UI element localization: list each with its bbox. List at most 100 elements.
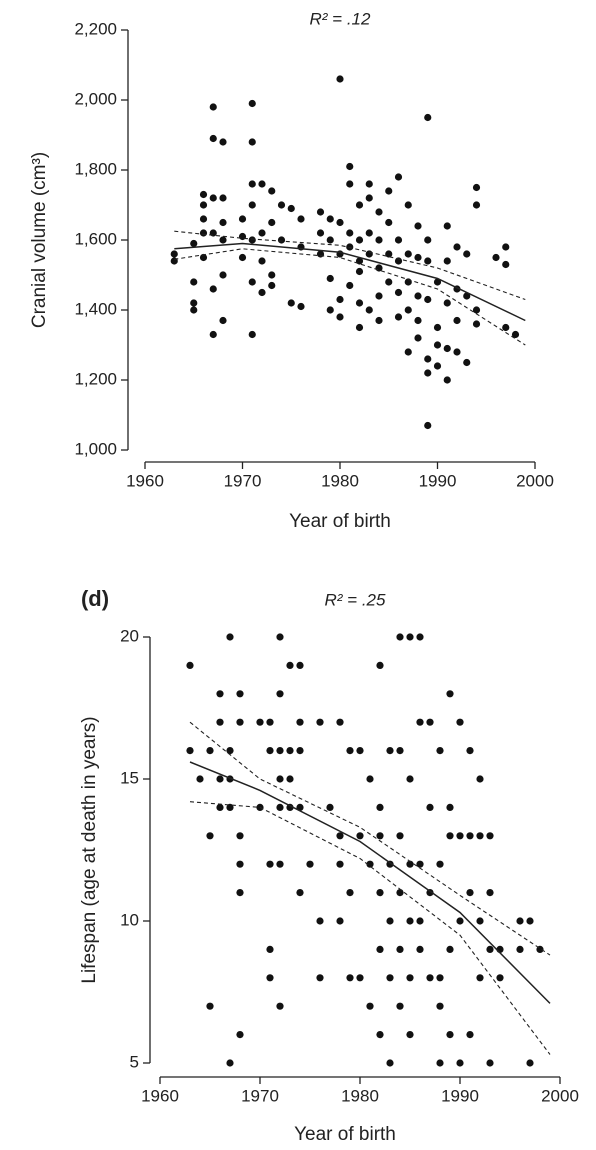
point bbox=[316, 917, 324, 925]
point bbox=[526, 917, 534, 925]
point bbox=[386, 1059, 394, 1067]
point bbox=[238, 253, 247, 262]
point bbox=[236, 889, 244, 897]
point bbox=[456, 832, 464, 840]
point bbox=[466, 747, 474, 755]
point bbox=[226, 747, 234, 755]
chart-title: R² = .25 bbox=[325, 590, 386, 609]
point bbox=[376, 889, 384, 897]
point bbox=[336, 917, 344, 925]
point bbox=[219, 316, 227, 325]
point bbox=[446, 1031, 454, 1039]
point bbox=[276, 690, 284, 698]
chart-title: R² = .12 bbox=[310, 9, 371, 28]
point bbox=[316, 229, 325, 237]
point bbox=[306, 860, 314, 868]
x-axis-label: Year of birth bbox=[289, 511, 391, 532]
point bbox=[199, 229, 208, 237]
panel-label: (d) bbox=[81, 586, 109, 611]
point bbox=[209, 330, 217, 339]
point bbox=[276, 860, 284, 868]
point bbox=[276, 1002, 284, 1010]
point bbox=[375, 292, 383, 300]
point bbox=[453, 316, 461, 325]
point bbox=[376, 945, 384, 954]
point bbox=[376, 803, 384, 812]
point bbox=[209, 103, 217, 111]
y-tick-label: 2,200 bbox=[74, 19, 117, 38]
y-tick-label: 1,200 bbox=[74, 369, 117, 388]
point bbox=[436, 860, 444, 868]
point bbox=[406, 974, 414, 982]
point bbox=[336, 313, 344, 321]
point bbox=[248, 180, 256, 188]
point bbox=[186, 747, 194, 755]
point bbox=[472, 183, 481, 192]
point bbox=[258, 180, 266, 188]
point bbox=[258, 229, 266, 237]
point bbox=[356, 974, 364, 982]
point bbox=[404, 250, 412, 258]
point bbox=[376, 832, 384, 840]
point bbox=[453, 348, 461, 356]
point bbox=[375, 208, 383, 216]
y-tick-label: 1,800 bbox=[74, 159, 117, 178]
point bbox=[416, 860, 424, 868]
y-tick-label: 1,600 bbox=[74, 229, 117, 248]
point bbox=[376, 661, 384, 670]
point bbox=[276, 775, 284, 783]
x-tick-label: 2000 bbox=[516, 471, 554, 490]
point bbox=[443, 257, 451, 265]
point bbox=[486, 832, 494, 840]
point bbox=[453, 243, 461, 251]
point bbox=[355, 299, 364, 307]
point bbox=[219, 138, 227, 146]
point bbox=[276, 633, 284, 641]
point bbox=[216, 803, 224, 812]
point bbox=[446, 690, 454, 698]
point bbox=[199, 253, 208, 262]
point bbox=[436, 974, 444, 982]
point bbox=[502, 323, 510, 332]
point bbox=[476, 775, 484, 783]
point bbox=[216, 690, 224, 698]
point bbox=[433, 323, 442, 332]
point bbox=[336, 75, 344, 83]
point bbox=[446, 832, 454, 840]
y-tick-label: 5 bbox=[130, 1052, 139, 1071]
point bbox=[396, 1002, 404, 1010]
point bbox=[226, 633, 234, 641]
point bbox=[404, 348, 412, 356]
point bbox=[238, 215, 247, 223]
point bbox=[463, 250, 471, 258]
point bbox=[406, 775, 414, 783]
point bbox=[248, 278, 256, 286]
point bbox=[424, 355, 432, 363]
point bbox=[406, 633, 414, 641]
x-tick-label: 1960 bbox=[126, 471, 164, 490]
point bbox=[286, 775, 294, 783]
point bbox=[414, 292, 422, 300]
point bbox=[472, 201, 481, 209]
point bbox=[385, 218, 393, 227]
point bbox=[365, 229, 373, 237]
point bbox=[190, 239, 198, 248]
point bbox=[366, 775, 374, 783]
confidence-upper bbox=[174, 230, 526, 301]
y-axis-label: Lifespan (age at death in years) bbox=[79, 716, 100, 983]
point bbox=[433, 362, 442, 370]
point bbox=[297, 302, 305, 311]
point bbox=[266, 747, 274, 755]
point bbox=[199, 190, 208, 199]
point bbox=[433, 278, 442, 286]
point bbox=[199, 215, 208, 223]
point bbox=[209, 194, 217, 202]
point bbox=[516, 917, 524, 925]
point bbox=[436, 1059, 444, 1067]
point bbox=[316, 974, 324, 982]
point bbox=[396, 945, 404, 954]
point bbox=[526, 1059, 534, 1067]
point bbox=[346, 974, 354, 982]
x-axis-label: Year of birth bbox=[294, 1124, 396, 1145]
point bbox=[365, 194, 373, 202]
